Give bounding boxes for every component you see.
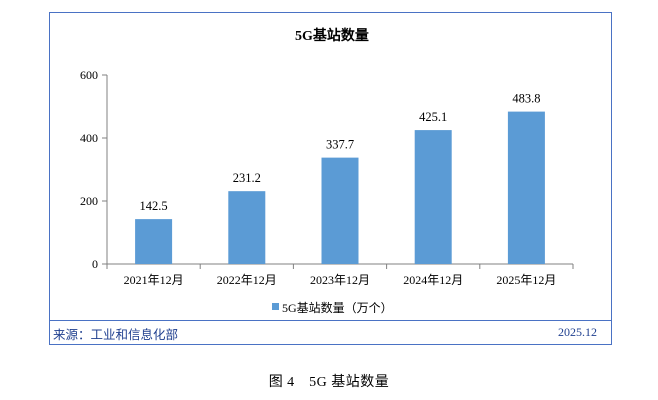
x-tick-label: 2025年12月 <box>496 273 556 287</box>
legend: 5G基站数量（万个） <box>272 300 393 315</box>
source-bar: 来源：工业和信息化部 2025.12 <box>50 320 611 344</box>
bar-chart: 5G基站数量 0 200 400 600 2021年12月 2022年12月 2023年12… <box>80 27 574 315</box>
data-label: 142.5 <box>140 199 168 213</box>
x-tick-label: 2024年12月 <box>403 273 463 287</box>
data-label: 425.1 <box>419 110 447 124</box>
legend-label: 5G基站数量（万个） <box>282 300 393 315</box>
source-text: 来源：工业和信息化部 <box>53 328 179 342</box>
y-tick-label: 0 <box>92 257 98 271</box>
y-tick-label: 600 <box>80 68 98 82</box>
y-tick-label: 400 <box>80 131 98 145</box>
bar <box>321 157 359 264</box>
data-labels: 142.5 231.2 337.7 425.1 483.8 <box>140 92 541 214</box>
y-tick-label: 200 <box>80 194 98 208</box>
date-text: 2025.12 <box>558 325 597 339</box>
data-label: 483.8 <box>512 92 540 106</box>
bar <box>414 130 452 264</box>
bar <box>135 219 173 264</box>
data-label: 337.7 <box>326 138 354 152</box>
axes: 0 200 400 600 2021年12月 2022年12月 2023年12月 2024年1… <box>80 68 574 287</box>
legend-swatch <box>272 303 279 310</box>
bar <box>507 111 545 264</box>
bars <box>135 111 545 264</box>
data-label: 231.2 <box>233 171 261 185</box>
x-tick-label: 2022年12月 <box>217 273 277 287</box>
x-tick-label: 2021年12月 <box>124 273 184 287</box>
x-tick-label: 2023年12月 <box>310 273 370 287</box>
bar <box>228 191 266 264</box>
figure-caption: 图 4 5G 基站数量 <box>268 375 390 390</box>
chart-title: 5G基站数量 <box>295 27 369 44</box>
